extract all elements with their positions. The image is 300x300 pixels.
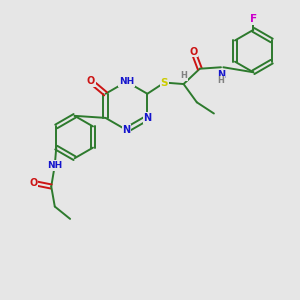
- Text: H: H: [180, 71, 187, 80]
- Text: H: H: [218, 76, 224, 85]
- Text: S: S: [161, 78, 168, 88]
- Text: NH: NH: [47, 161, 62, 170]
- Text: NH: NH: [119, 77, 134, 86]
- Text: O: O: [87, 76, 95, 86]
- Text: N: N: [143, 113, 152, 123]
- Text: F: F: [250, 14, 257, 24]
- Text: O: O: [189, 47, 197, 57]
- Text: O: O: [29, 178, 38, 188]
- Text: N: N: [217, 70, 225, 80]
- Text: N: N: [122, 125, 130, 135]
